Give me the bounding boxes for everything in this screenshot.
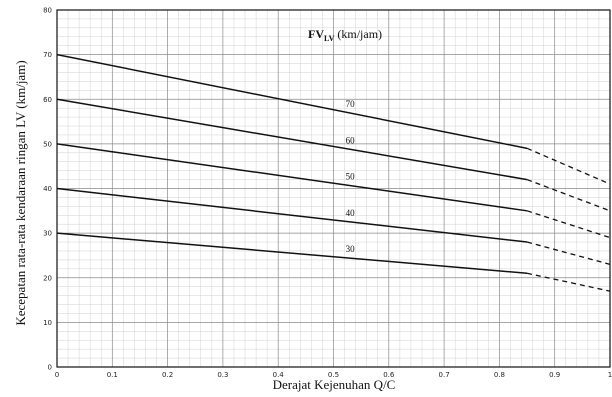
series-line-50-solid: [56, 143, 528, 212]
series-label-40: 40: [346, 208, 356, 218]
y-tick-label: 20: [43, 274, 52, 282]
x-tick-label: 0.3: [217, 371, 228, 379]
x-tick-labels: 0 0.1 0.2 0.3 0.4 0.5 0.6 0.7 0.8 0.9 1: [55, 371, 612, 379]
x-tick-label: 0.2: [162, 371, 173, 379]
y-tick-label: 30: [43, 230, 52, 238]
y-tick-label: 40: [43, 185, 52, 193]
y-tick-label: 70: [43, 51, 52, 59]
legend-title: FVLV (km/jam): [308, 27, 382, 43]
series-line-40-dashed: [526, 241, 611, 265]
series-line-70-dashed: [526, 147, 611, 185]
series-label-60: 60: [346, 135, 356, 145]
x-tick-label: 0.1: [107, 371, 118, 379]
series-lines: [56, 53, 611, 292]
x-axis-label: Derajat Kejenuhan Q/C: [273, 377, 396, 392]
x-tick-label: 0.9: [549, 371, 560, 379]
x-tick-label: 0.5: [328, 371, 339, 379]
y-tick-label: 50: [43, 140, 52, 148]
series-line-60-solid: [56, 98, 528, 181]
y-tick-label: 10: [43, 319, 52, 327]
series-line-60-dashed: [526, 178, 611, 212]
x-tick-label: 0: [55, 371, 59, 379]
x-tick-label: 1: [608, 371, 612, 379]
y-tick-labels: 0 10 20 30 40 50 60 70 80: [43, 7, 52, 372]
x-tick-label: 0.7: [439, 371, 450, 379]
series-line-40-solid: [56, 187, 528, 243]
major-grid: [57, 10, 610, 367]
series-line-30-dashed: [526, 272, 611, 292]
series-line-50-dashed: [526, 210, 611, 239]
y-axis-label: Kecepatan rata-rata kendaraan ringan LV …: [13, 60, 28, 325]
series-labels: 70 60 50 40 30: [346, 99, 356, 254]
x-tick-label: 0.4: [273, 371, 285, 379]
series-label-50: 50: [346, 172, 356, 182]
x-tick-label: 0.6: [383, 371, 395, 379]
series-label-70: 70: [346, 99, 356, 109]
series-label-30: 30: [346, 244, 356, 254]
y-tick-label: 0: [48, 364, 52, 372]
x-tick-label: 0.8: [494, 371, 505, 379]
y-tick-label: 80: [43, 7, 52, 15]
series-line-70-solid: [56, 53, 528, 150]
y-tick-label: 60: [43, 96, 52, 104]
series-line-30-solid: [56, 232, 528, 275]
